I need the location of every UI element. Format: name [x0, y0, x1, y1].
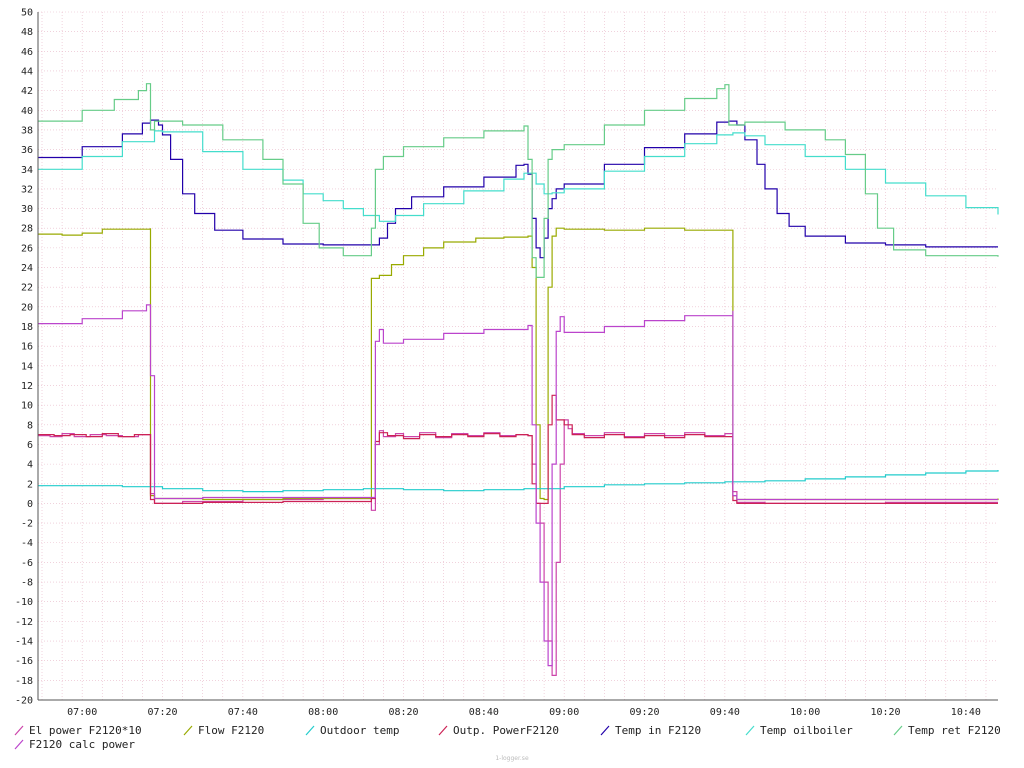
- legend-swatch: [438, 725, 448, 736]
- y-tick-label: 18: [21, 322, 33, 333]
- y-tick-label: -16: [15, 656, 33, 667]
- legend-swatch: [14, 725, 24, 736]
- legend-label: Temp ret F2120: [908, 724, 1001, 737]
- x-tick-label: 07:20: [147, 707, 177, 718]
- y-tick-label: 16: [21, 342, 33, 353]
- legend-item: Outp. PowerF2120: [438, 724, 559, 737]
- y-tick-label: 32: [21, 184, 33, 195]
- legend-item: Flow F2120: [183, 724, 264, 737]
- x-tick-label: 08:40: [469, 707, 499, 718]
- x-tick-label: 10:40: [951, 707, 981, 718]
- y-tick-label: 14: [21, 361, 33, 372]
- y-tick-label: -4: [21, 538, 33, 549]
- legend-swatch: [14, 739, 24, 750]
- y-tick-label: 0: [27, 499, 33, 510]
- y-tick-label: 38: [21, 125, 33, 136]
- series-layer: [38, 83, 999, 676]
- legend-swatch: [745, 725, 755, 736]
- series-line: [38, 394, 998, 504]
- y-tick-label: 2: [27, 479, 33, 490]
- y-tick-label: 40: [21, 106, 33, 117]
- y-tick-label: -14: [15, 637, 33, 648]
- series-line: [38, 83, 999, 278]
- x-tick-label: 09:20: [629, 707, 659, 718]
- legend-label: Temp oilboiler: [760, 724, 853, 737]
- y-tick-label: 36: [21, 145, 33, 156]
- y-tick-label: 4: [27, 460, 33, 471]
- legend-item: Temp oilboiler: [745, 724, 853, 737]
- y-tick-label: 42: [21, 86, 33, 97]
- y-tick-label: 20: [21, 302, 33, 313]
- y-tick-label: -6: [21, 558, 33, 569]
- series-line: [38, 227, 999, 501]
- legend-swatch: [305, 725, 315, 736]
- footer-text: 1-logger.se: [495, 755, 529, 762]
- legend: El power F2120*10 Flow F2120 Outdoor temp O…: [14, 724, 1001, 751]
- series-line: [38, 130, 999, 222]
- legend-label: Outdoor temp: [320, 724, 399, 737]
- y-tick-label: 12: [21, 381, 33, 392]
- axes: -20-18-16-14-12-10-8-6-4-202468101214161…: [15, 8, 998, 718]
- x-tick-label: 10:00: [790, 707, 820, 718]
- grid: [38, 11, 998, 701]
- series-line: [38, 470, 999, 493]
- series-line: [38, 304, 998, 667]
- y-tick-label: -20: [15, 696, 33, 707]
- y-tick-label: 50: [21, 8, 33, 19]
- y-tick-label: 44: [21, 66, 33, 77]
- x-tick-label: 10:20: [870, 707, 900, 718]
- legend-item: El power F2120*10: [14, 724, 142, 737]
- y-tick-label: -2: [21, 519, 33, 530]
- y-tick-label: 34: [21, 165, 33, 176]
- legend-item: F2120 calc power: [14, 738, 135, 751]
- x-tick-label: 08:20: [388, 707, 418, 718]
- y-tick-label: 28: [21, 224, 33, 235]
- y-tick-label: -8: [21, 578, 33, 589]
- x-tick-label: 09:00: [549, 707, 579, 718]
- x-tick-label: 07:00: [67, 707, 97, 718]
- y-tick-label: 46: [21, 47, 33, 58]
- legend-swatch: [600, 725, 610, 736]
- x-tick-label: 07:40: [228, 707, 258, 718]
- legend-swatch: [893, 725, 903, 736]
- y-tick-label: 8: [27, 420, 33, 431]
- legend-swatch: [183, 725, 193, 736]
- legend-label: El power F2120*10: [29, 724, 142, 737]
- legend-label: Temp in F2120: [615, 724, 701, 737]
- series-line: [38, 419, 998, 676]
- legend-item: Temp ret F2120: [893, 724, 1001, 737]
- legend-label: Outp. PowerF2120: [453, 724, 559, 737]
- y-tick-label: -12: [15, 617, 33, 628]
- x-tick-label: 08:00: [308, 707, 338, 718]
- y-tick-label: -10: [15, 597, 33, 608]
- y-tick-label: 10: [21, 401, 33, 412]
- y-tick-label: 48: [21, 27, 33, 38]
- y-tick-label: 24: [21, 263, 33, 274]
- y-tick-label: 30: [21, 204, 33, 215]
- legend-label: Flow F2120: [198, 724, 264, 737]
- y-tick-label: -18: [15, 676, 33, 687]
- legend-label: F2120 calc power: [29, 738, 135, 751]
- y-tick-label: 22: [21, 283, 33, 294]
- legend-item: Outdoor temp: [305, 724, 399, 737]
- y-tick-label: 6: [27, 440, 33, 451]
- x-tick-label: 09:40: [710, 707, 740, 718]
- legend-item: Temp in F2120: [600, 724, 701, 737]
- y-tick-label: 26: [21, 243, 33, 254]
